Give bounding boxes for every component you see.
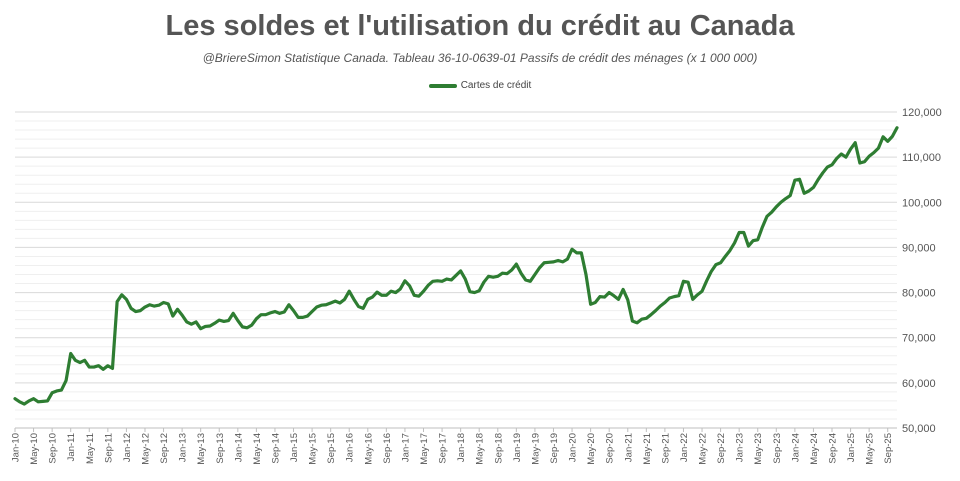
legend: Cartes de crédit [0,80,960,91]
x-tick-label: Jan-18 [456,433,467,462]
x-tick-label: Sep-22 [716,433,727,464]
y-tick-label: 80,000 [902,288,936,300]
x-tick-label: Sep-14 [270,433,281,464]
x-tick-label: Sep-13 [215,433,226,464]
x-tick-label: Jan-19 [512,433,523,462]
x-tick-label: May-10 [29,433,40,465]
x-tick-label: Jan-15 [289,433,300,462]
x-tick-label: May-12 [140,433,151,465]
x-tick-label: May-13 [196,433,207,465]
x-tick-label: Sep-17 [438,433,449,464]
x-tick-label: Jan-23 [735,433,746,462]
chart-title: Les soldes et l'utilisation du crédit au… [165,10,795,42]
x-tick-label: Sep-23 [772,433,783,464]
x-tick-label: Sep-15 [326,433,337,464]
x-tick-label: Sep-21 [660,433,671,464]
y-tick-label: 50,000 [902,423,936,435]
x-tick-label: May-20 [586,433,597,465]
legend-label: Cartes de crédit [460,80,532,91]
x-tick-label: Jan-14 [233,433,244,462]
x-tick-label: May-11 [85,433,96,464]
y-tick-label: 60,000 [902,378,936,390]
x-tick-label: Sep-16 [382,433,393,464]
y-tick-label: 90,000 [902,242,936,254]
y-tick-label: 110,000 [902,152,941,164]
x-tick-label: May-17 [419,433,430,465]
x-tick-label: Sep-24 [828,433,839,464]
x-tick-label: May-24 [809,433,820,465]
x-tick-label: Sep-11 [103,433,114,463]
x-tick-label: Sep-10 [48,433,59,464]
x-tick-label: Sep-20 [605,433,616,464]
x-tick-label: Jan-22 [679,433,690,462]
x-tick-label: Jan-17 [400,433,411,462]
x-tick-label: Sep-12 [159,433,170,464]
legend-swatch [428,83,457,88]
x-tick-label: May-19 [530,433,541,465]
x-tick-label: May-21 [642,433,653,465]
x-tick-label: May-23 [753,433,764,465]
x-tick-label: May-18 [475,433,486,465]
x-tick-label: Jan-11 [66,433,77,461]
x-tick-label: Jan-20 [568,433,579,462]
y-tick-label: 100,000 [902,197,942,209]
x-tick-label: Jan-13 [178,433,189,462]
x-tick-label: May-15 [308,433,319,465]
x-tick-label: Jan-16 [345,433,356,462]
y-tick-label: 70,000 [902,333,936,345]
x-tick-label: May-16 [363,433,374,465]
x-tick-label: Jan-12 [122,433,133,462]
x-tick-label: May-22 [698,433,709,465]
x-tick-label: Jan-10 [11,433,22,462]
chart-subtitle: @BriereSimon Statistique Canada. Tableau… [202,51,758,65]
x-tick-label: Sep-18 [493,433,504,464]
x-tick-label: Sep-25 [883,433,894,464]
x-tick-label: Jan-21 [623,433,634,462]
x-tick-label: Jan-24 [790,433,801,462]
series-line-cartes-de-credit [13,126,899,406]
y-tick-label: 120,000 [902,107,942,119]
x-tick-label: May-25 [865,433,876,465]
x-tick-label: Jan-25 [846,433,857,462]
x-tick-label: Sep-19 [549,433,560,464]
x-tick-label: May-14 [252,433,263,465]
